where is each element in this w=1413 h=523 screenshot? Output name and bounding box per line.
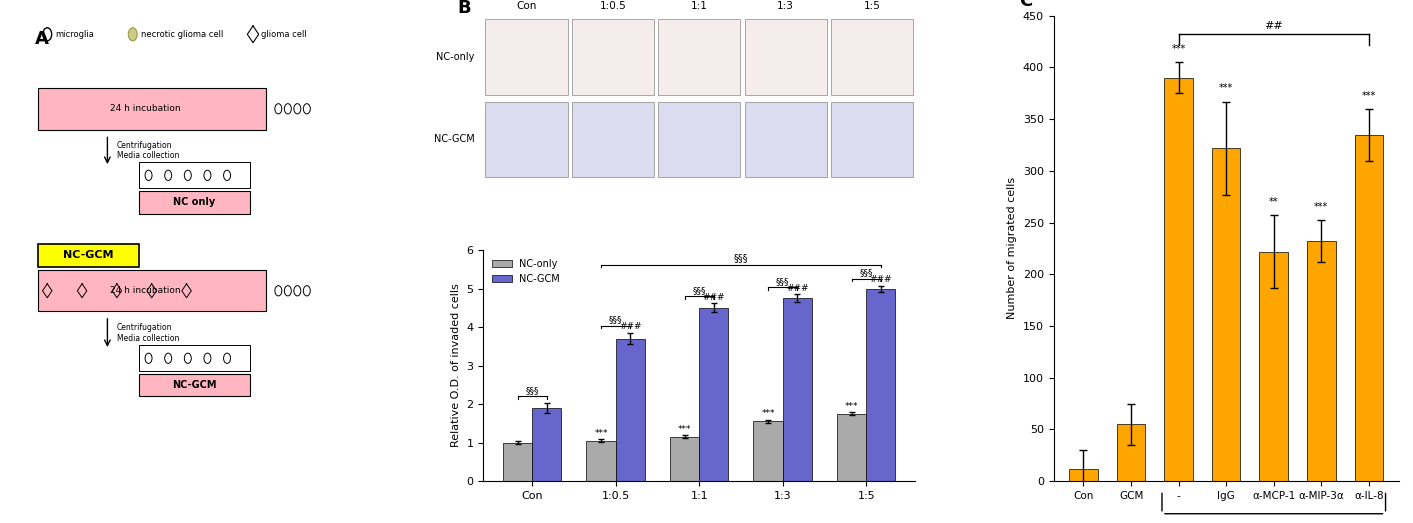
Text: ***: *** <box>762 410 774 418</box>
Text: ***: *** <box>845 402 858 411</box>
FancyBboxPatch shape <box>138 374 250 396</box>
Text: ###: ### <box>786 284 808 293</box>
Text: ***: *** <box>1314 202 1328 212</box>
Bar <box>783 298 812 481</box>
Text: ###: ### <box>619 322 642 332</box>
Text: ***: *** <box>1171 44 1186 54</box>
Bar <box>836 414 866 481</box>
Bar <box>572 19 654 95</box>
Text: microglia: microglia <box>55 30 95 39</box>
Text: Centrifugation
Media collection: Centrifugation Media collection <box>117 141 179 161</box>
Text: Con: Con <box>516 1 537 11</box>
Text: NC-GCM: NC-GCM <box>172 380 216 390</box>
Text: NC-GCM: NC-GCM <box>434 134 475 144</box>
FancyBboxPatch shape <box>138 162 250 188</box>
FancyBboxPatch shape <box>138 345 250 371</box>
Text: ##: ## <box>1265 21 1283 31</box>
Bar <box>572 101 654 177</box>
Bar <box>658 101 740 177</box>
Bar <box>486 101 568 177</box>
Text: NC-GCM: NC-GCM <box>64 251 113 260</box>
Text: 1:3: 1:3 <box>777 1 794 11</box>
Text: 1:1: 1:1 <box>691 1 708 11</box>
Text: §§§: §§§ <box>692 286 706 295</box>
Text: ###: ### <box>869 275 892 284</box>
Text: necrotic glioma cell: necrotic glioma cell <box>141 30 223 39</box>
Bar <box>1116 424 1146 481</box>
Text: 1:0.5: 1:0.5 <box>599 1 626 11</box>
Bar <box>616 339 644 481</box>
Text: A: A <box>34 30 48 48</box>
Bar <box>866 289 896 481</box>
Text: §§§: §§§ <box>776 277 790 286</box>
Text: ***: *** <box>1219 83 1234 93</box>
Bar <box>503 442 533 481</box>
Bar <box>533 408 561 481</box>
Text: NC only: NC only <box>174 197 216 207</box>
Bar <box>658 19 740 95</box>
Text: Centrifugation
Media collection: Centrifugation Media collection <box>117 323 179 343</box>
Text: §§§: §§§ <box>733 254 749 264</box>
Bar <box>1164 78 1193 481</box>
Bar <box>831 101 913 177</box>
Text: ***: *** <box>595 429 608 438</box>
Bar <box>745 19 827 95</box>
Text: NC-only: NC-only <box>437 52 475 62</box>
Text: glioma cell: glioma cell <box>261 30 307 39</box>
Bar <box>1070 469 1098 481</box>
Text: ***: *** <box>1362 90 1376 100</box>
Text: ***: *** <box>678 425 691 434</box>
Bar <box>486 19 568 95</box>
FancyBboxPatch shape <box>38 88 266 130</box>
Legend: NC-only, NC-GCM: NC-only, NC-GCM <box>489 255 564 288</box>
Text: C: C <box>1019 0 1033 10</box>
Bar <box>753 422 783 481</box>
Text: **: ** <box>1269 197 1279 207</box>
Y-axis label: Number of migrated cells: Number of migrated cells <box>1007 177 1017 320</box>
Text: 24 h incubation: 24 h incubation <box>110 286 181 295</box>
Bar <box>745 101 827 177</box>
Text: §§§: §§§ <box>609 315 623 324</box>
Bar <box>831 19 913 95</box>
Text: 24 h incubation: 24 h incubation <box>110 104 181 113</box>
Bar <box>670 437 699 481</box>
Text: §§§: §§§ <box>526 386 538 395</box>
Text: 1:5: 1:5 <box>863 1 880 11</box>
Y-axis label: Relative O.D. of invaded cells: Relative O.D. of invaded cells <box>451 284 461 448</box>
FancyBboxPatch shape <box>138 191 250 213</box>
Text: §§§: §§§ <box>859 268 873 277</box>
Bar <box>699 308 728 481</box>
Text: B: B <box>458 0 471 17</box>
Bar <box>1355 134 1383 481</box>
Bar <box>1212 148 1241 481</box>
Bar <box>586 441 616 481</box>
Bar <box>1259 252 1289 481</box>
Text: ###: ### <box>702 293 725 302</box>
Circle shape <box>129 28 137 41</box>
FancyBboxPatch shape <box>38 244 138 267</box>
FancyBboxPatch shape <box>38 270 266 311</box>
Bar <box>1307 241 1335 481</box>
